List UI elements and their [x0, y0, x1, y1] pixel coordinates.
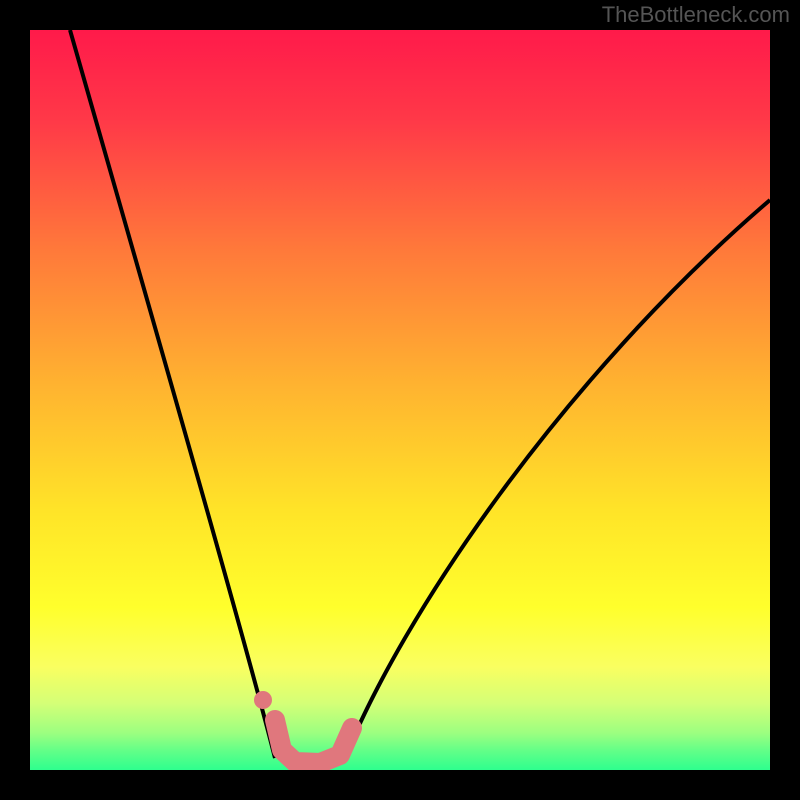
bottleneck-marker-dot: [254, 691, 272, 709]
watermark-text: TheBottleneck.com: [602, 2, 790, 28]
chart-plot-area: [30, 30, 770, 770]
chart-container: TheBottleneck.com: [0, 0, 800, 800]
bottleneck-chart: [0, 0, 800, 800]
